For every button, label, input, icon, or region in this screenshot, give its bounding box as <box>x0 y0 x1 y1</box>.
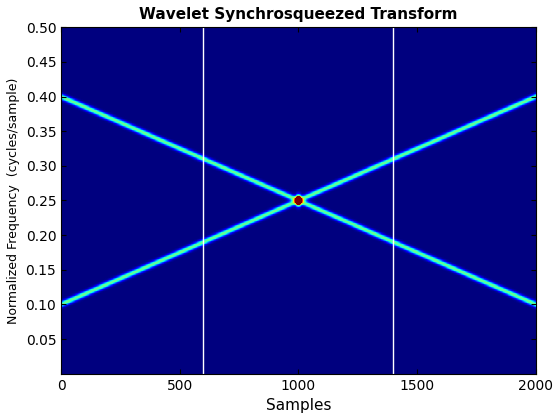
Title: Wavelet Synchrosqueezed Transform: Wavelet Synchrosqueezed Transform <box>139 7 458 22</box>
X-axis label: Samples: Samples <box>265 398 331 413</box>
Y-axis label: Normalized Frequency  (cycles/sample): Normalized Frequency (cycles/sample) <box>7 77 20 324</box>
